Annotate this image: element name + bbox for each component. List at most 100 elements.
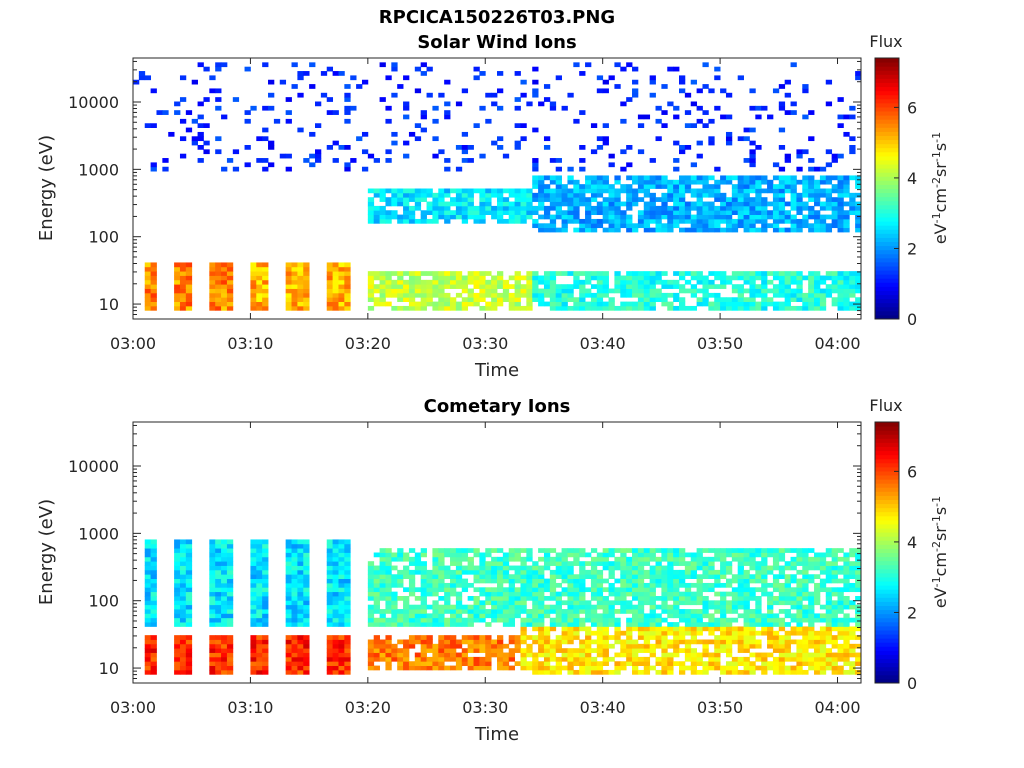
- heatmap-cell: [684, 587, 692, 593]
- heatmap-cell: [796, 604, 803, 610]
- heatmap-cell: [673, 179, 680, 185]
- heatmap-cell: [602, 136, 609, 142]
- heatmap-cell: [596, 275, 604, 281]
- heatmap-cell: [602, 292, 609, 298]
- heatmap-cell: [479, 656, 486, 662]
- heatmap-cell: [555, 179, 562, 185]
- heatmap-cell: [772, 643, 780, 649]
- heatmap-cell: [796, 617, 803, 623]
- heatmap-cell: [755, 205, 762, 211]
- heatmap-cell: [332, 665, 339, 671]
- heatmap-cell: [221, 292, 228, 298]
- heatmap-cell: [855, 561, 862, 566]
- colorbar-segment: [875, 94, 899, 100]
- heatmap-cell: [790, 188, 797, 194]
- heatmap-cell: [209, 275, 216, 281]
- heatmap-cell: [221, 262, 228, 268]
- heatmap-cell: [714, 652, 721, 658]
- heatmap-cell: [790, 617, 797, 623]
- heatmap-cell: [514, 275, 521, 281]
- heatmap-cell: [438, 656, 445, 662]
- heatmap-cell: [855, 271, 862, 276]
- heatmap-cell: [297, 127, 304, 133]
- heatmap-cell: [626, 604, 633, 610]
- heatmap-cell: [373, 665, 380, 671]
- heatmap-cell: [420, 62, 427, 68]
- heatmap-cell: [538, 582, 545, 588]
- heatmap-cell: [637, 617, 645, 623]
- heatmap-cell: [843, 630, 850, 636]
- heatmap-cell: [432, 665, 439, 671]
- heatmap-cell: [585, 223, 592, 229]
- heatmap-cell: [855, 179, 862, 185]
- heatmap-cell: [508, 587, 516, 593]
- heatmap-cell: [432, 288, 439, 294]
- heatmap-cell: [297, 561, 304, 566]
- heatmap-cell: [620, 565, 627, 571]
- heatmap-cell: [303, 613, 310, 619]
- heatmap-cell: [420, 639, 427, 645]
- heatmap-cell: [708, 118, 715, 124]
- colorbar-segment: [875, 438, 899, 443]
- heatmap-cell: [479, 188, 486, 194]
- heatmap-cell: [772, 205, 780, 211]
- heatmap-cell: [749, 179, 756, 185]
- heatmap-cell: [444, 582, 451, 588]
- heatmap-cell: [420, 305, 427, 311]
- heatmap-cell: [309, 131, 316, 137]
- heatmap-cell: [673, 591, 680, 597]
- heatmap-cell: [690, 669, 698, 675]
- colorbar-segment: [875, 523, 899, 529]
- heatmap-cell: [291, 271, 298, 276]
- heatmap-cell: [626, 271, 633, 276]
- heatmap-cell: [514, 218, 521, 224]
- heatmap-cell: [179, 153, 187, 159]
- heatmap-cell: [661, 201, 668, 207]
- heatmap-cell: [720, 617, 727, 623]
- heatmap-cell: [620, 578, 627, 584]
- heatmap-cell: [655, 118, 662, 124]
- heatmap-cell: [426, 292, 433, 298]
- heatmap-cell: [720, 275, 727, 281]
- colorbar-segment: [875, 532, 899, 537]
- x-axis-label: Time: [474, 360, 519, 381]
- heatmap-cell: [567, 600, 574, 606]
- heatmap-cell: [408, 214, 416, 220]
- colorbar-segment: [875, 172, 899, 177]
- heatmap-cell: [637, 600, 645, 606]
- heatmap-cell: [455, 548, 463, 553]
- heatmap-cell: [755, 609, 762, 614]
- heatmap-cell: [808, 210, 815, 215]
- heatmap-cell: [297, 617, 304, 623]
- heatmap-cell: [538, 175, 545, 181]
- heatmap-cell: [720, 669, 727, 675]
- heatmap-cell: [450, 214, 457, 220]
- heatmap-cell: [614, 210, 621, 215]
- heatmap-cell: [338, 301, 345, 307]
- heatmap-cell: [802, 88, 809, 94]
- heatmap-cell: [679, 613, 686, 619]
- heatmap-cell: [643, 279, 651, 285]
- heatmap-cell: [585, 665, 592, 671]
- heatmap-cell: [731, 201, 739, 207]
- heatmap-cell: [262, 665, 269, 671]
- heatmap-cell: [843, 565, 850, 571]
- heatmap-cell: [796, 166, 803, 172]
- heatmap-cell: [602, 140, 609, 146]
- heatmap-cell: [749, 223, 756, 229]
- heatmap-cell: [508, 214, 516, 220]
- heatmap-cell: [144, 266, 152, 272]
- heatmap-cell: [250, 604, 257, 610]
- heatmap-cell: [808, 617, 815, 623]
- heatmap-cell: [737, 626, 744, 632]
- heatmap-cell: [849, 305, 856, 311]
- heatmap-cell: [749, 297, 756, 302]
- heatmap-cell: [473, 210, 480, 215]
- heatmap-cell: [761, 201, 768, 207]
- heatmap-cell: [385, 639, 392, 645]
- heatmap-cell: [520, 305, 527, 311]
- heatmap-cell: [808, 223, 815, 229]
- heatmap-cell: [626, 218, 633, 224]
- heatmap-cell: [720, 613, 727, 619]
